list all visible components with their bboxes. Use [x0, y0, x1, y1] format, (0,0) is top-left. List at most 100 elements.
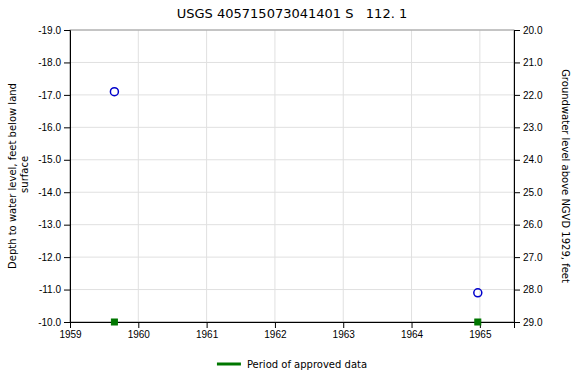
- tick-label: 25.0: [523, 187, 543, 198]
- tick: 26.0: [514, 219, 543, 230]
- tick-mark: [514, 127, 520, 128]
- tick-mark: [64, 290, 70, 291]
- tick: 1964: [401, 322, 424, 340]
- y2-axis-title: Groundwater level above NGVD 1929, feet: [560, 69, 571, 283]
- tick-mark: [64, 322, 70, 323]
- point: [111, 319, 117, 325]
- tick-label: 29.0: [523, 317, 543, 328]
- tick: 28.0: [514, 284, 543, 295]
- tick-label: 22.0: [523, 90, 543, 101]
- tick: -13.0: [38, 219, 70, 230]
- tick-mark: [64, 30, 70, 31]
- tick: 29.0: [514, 317, 543, 328]
- tick-mark: [64, 160, 70, 161]
- grid-line: [70, 127, 514, 128]
- tick-mark: [514, 290, 520, 291]
- tick: -11.0: [39, 284, 70, 295]
- tick-mark: [64, 225, 70, 226]
- tick-label: -10.0: [38, 317, 61, 328]
- tick-mark: [514, 160, 520, 161]
- tick: 1960: [128, 322, 151, 340]
- tick-mark: [514, 95, 520, 96]
- tick-label: -11.0: [39, 284, 61, 295]
- tick-label: 1963: [333, 329, 356, 340]
- tick-mark: [64, 127, 70, 128]
- grid-line: [70, 159, 514, 160]
- tick-label: 1962: [264, 329, 287, 340]
- tick-label: 1960: [128, 329, 151, 340]
- tick: 22.0: [514, 90, 543, 101]
- tick-label: -18.0: [38, 57, 61, 68]
- tick: 1963: [333, 322, 356, 340]
- grid-line: [70, 192, 514, 193]
- tick: -10.0: [38, 317, 70, 328]
- tick-label: 1959: [59, 329, 82, 340]
- grid: [70, 30, 514, 322]
- grid-line: [138, 30, 139, 322]
- tick-label: 1965: [469, 329, 492, 340]
- y2-axis: 29.0 28.0 27.0 26.0 25.0 24.0 23.0 22.0 21.0 20.0: [514, 25, 543, 328]
- tick-label: 27.0: [523, 252, 543, 263]
- tick-mark: [343, 322, 344, 328]
- marks: [110, 88, 481, 297]
- tick-label: 21.0: [523, 57, 543, 68]
- tick-label: -13.0: [38, 219, 61, 230]
- tick-mark: [514, 30, 520, 31]
- tick-mark: [514, 225, 520, 226]
- tick-label: 20.0: [523, 25, 543, 36]
- tick-label: 28.0: [523, 284, 543, 295]
- grid-line: [206, 30, 207, 322]
- tick-label: -19.0: [38, 25, 61, 36]
- grid-line: [411, 30, 412, 322]
- tick-label: 26.0: [523, 219, 543, 230]
- grid-line: [70, 224, 514, 225]
- grid-line: [70, 257, 514, 258]
- axis-domain: [71, 323, 515, 329]
- series: [110, 88, 481, 297]
- tick: -14.0: [38, 187, 70, 198]
- tick: -16.0: [38, 122, 70, 133]
- tick-label: -15.0: [38, 154, 61, 165]
- tick-label: -12.0: [38, 252, 61, 263]
- tick: 1961: [196, 322, 219, 340]
- tick: -19.0: [38, 25, 70, 36]
- tick-mark: [514, 192, 520, 193]
- plot-frame: [70, 30, 514, 322]
- point: [475, 319, 481, 325]
- tick-mark: [64, 257, 70, 258]
- y-axis-title: Depth to water level, feet below land su…: [7, 83, 30, 269]
- tick: -15.0: [38, 154, 70, 165]
- chart: 1959 1960 1961 1962 1963 1964 1965 -19.0 -18.0 -1…: [0, 0, 576, 384]
- x-axis: 1959 1960 1961 1962 1963 1964 1965: [59, 322, 514, 340]
- tick-mark: [514, 257, 520, 258]
- tick: 23.0: [514, 122, 543, 133]
- tick: 25.0: [514, 187, 543, 198]
- tick-label: 23.0: [523, 122, 543, 133]
- point: [110, 88, 118, 96]
- tick-label: 24.0: [523, 154, 543, 165]
- plot: 1959 1960 1961 1962 1963 1964 1965 -19.0 -18.0 -1…: [38, 25, 543, 340]
- tick-mark: [514, 62, 520, 63]
- tick: 27.0: [514, 252, 543, 263]
- tick-mark: [64, 62, 70, 63]
- tick-mark: [275, 322, 276, 328]
- tick: -12.0: [38, 252, 70, 263]
- title: USGS 405715073041401 S 112. 1: [177, 6, 407, 21]
- y-axis: -19.0-18.0-17.0-16.0-15.0-14.0-13.0-12.0…: [38, 25, 70, 328]
- grid-line: [479, 30, 480, 322]
- legend-item: Period of approved data: [217, 359, 367, 370]
- edge-marks: [111, 319, 480, 325]
- tick: -18.0: [38, 57, 70, 68]
- tick: 1962: [264, 322, 287, 340]
- series: [111, 319, 480, 325]
- grid-line: [274, 30, 275, 322]
- axis-domain: [515, 31, 521, 323]
- tick-mark: [207, 322, 208, 328]
- legend-swatch: [217, 363, 241, 366]
- tick-label: 1964: [401, 329, 424, 340]
- tick-label: 1961: [196, 329, 219, 340]
- legend-label: Period of approved data: [247, 359, 367, 370]
- grid-line: [70, 94, 514, 95]
- tick-label: -16.0: [38, 122, 61, 133]
- tick-mark: [64, 95, 70, 96]
